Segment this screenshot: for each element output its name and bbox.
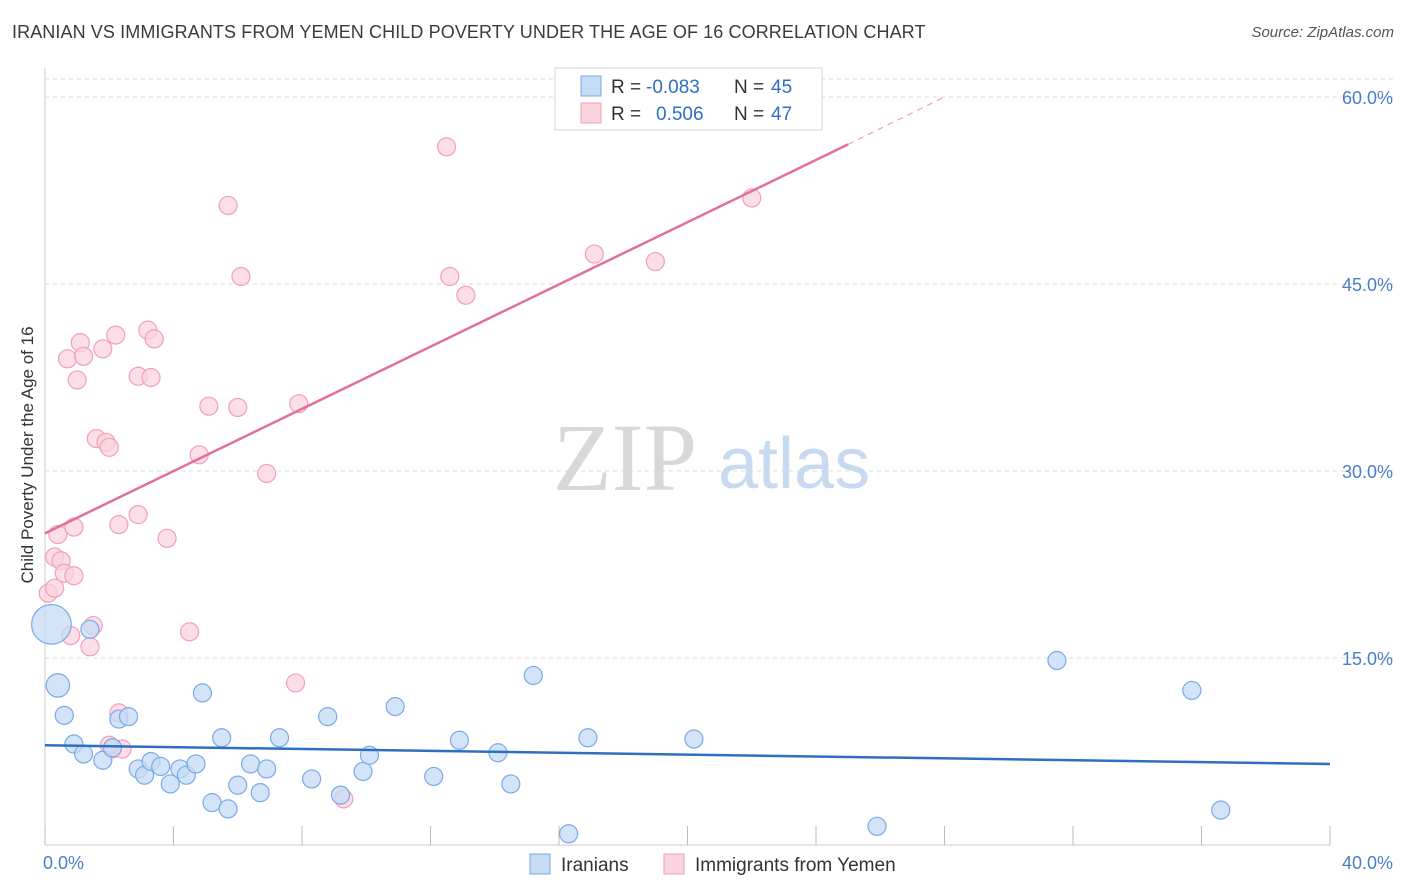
y-tick-label: 30.0%: [1342, 462, 1393, 482]
yemen-point: [64, 566, 84, 586]
yemen-point: [645, 251, 665, 272]
iranians-point: [257, 759, 277, 779]
iranians-point: [1047, 650, 1067, 671]
iranians-point: [424, 766, 444, 787]
iranians-point: [523, 665, 543, 686]
iranians-point: [54, 705, 74, 725]
iranians-point: [80, 619, 100, 639]
yemen-point: [584, 244, 604, 264]
chart-source: Source: ZipAtlas.com: [1251, 24, 1394, 41]
yemen-point: [440, 266, 460, 287]
yemen-point: [436, 137, 457, 157]
y-tick-label: 45.0%: [1342, 275, 1393, 295]
iranians-point: [192, 683, 213, 703]
iranians-point: [353, 761, 373, 782]
yemen-trend-extension: [847, 96, 945, 145]
iranians-point: [102, 738, 123, 758]
yemen-point: [141, 367, 161, 388]
iranians-point: [318, 706, 338, 727]
yemen-point: [80, 637, 100, 657]
legend-r-label-2: R =: [611, 104, 641, 125]
yemen-point: [73, 346, 94, 366]
iranians-point: [151, 756, 171, 777]
yemen-point: [67, 370, 87, 390]
bottom-legend-iranians: Iranians: [561, 855, 629, 876]
legend-swatch-yemen: [580, 102, 602, 124]
legend-n-label-2: N =: [734, 104, 764, 125]
yemen-point: [157, 528, 177, 548]
iranians-point: [1182, 680, 1202, 701]
iranians-point: [73, 744, 94, 764]
iranians-point: [385, 697, 405, 717]
iranians-point: [269, 728, 290, 748]
legend-swatch-iranians: [580, 75, 602, 97]
legend-r-value-1: -0.083: [646, 77, 700, 98]
yemen-point: [45, 578, 65, 598]
bottom-legend-swatch-yemen: [663, 853, 685, 875]
legend-n-value-2: 47: [771, 104, 792, 125]
yemen-point: [109, 515, 129, 535]
trend-lines: [44, 96, 1331, 766]
yemen-point: [128, 505, 148, 525]
yemen-point: [144, 329, 164, 349]
yemen-point: [64, 517, 84, 537]
iranians-point: [578, 728, 598, 748]
axes: 15.0% 30.0% 45.0% 60.0%: [44, 68, 1393, 846]
data-points: [31, 137, 1231, 844]
iranians-point: [118, 706, 139, 727]
iranians-point: [330, 785, 351, 805]
legend-r-value-2: 0.506: [656, 104, 704, 125]
grid-lines: [45, 78, 1393, 659]
legend-r-label-1: R =: [611, 77, 641, 98]
iranians-trend-line: [44, 744, 1331, 766]
yemen-point: [231, 266, 251, 287]
watermark-zip: ZIP: [553, 404, 697, 511]
x-tick-label-max: 40.0%: [1342, 853, 1393, 873]
iranians-point: [202, 793, 222, 813]
iranians-point: [559, 824, 579, 844]
iranians-point: [186, 754, 206, 774]
iranians-point: [160, 774, 180, 794]
iranians-point: [212, 728, 232, 748]
iranians-point: [302, 769, 322, 789]
yemen-trend-line: [44, 143, 849, 535]
iranians-point: [228, 775, 248, 795]
iranians-point: [31, 603, 72, 645]
iranians-point: [241, 754, 261, 774]
yemen-point: [456, 285, 476, 305]
iranians-point: [1211, 800, 1231, 820]
iranians-point: [250, 783, 270, 803]
iranians-point: [45, 673, 71, 698]
legend-n-label-1: N =: [734, 77, 764, 98]
iranians-point: [684, 729, 704, 749]
yemen-point: [106, 325, 126, 345]
iranians-point: [501, 774, 521, 794]
y-axis-title: Child Poverty Under the Age of 16: [18, 326, 37, 583]
iranians-point: [867, 816, 887, 836]
yemen-point: [179, 622, 200, 642]
legend-box: R = -0.083 N = 45 R = 0.506 N = 47: [554, 67, 823, 131]
bottom-legend: Iranians Immigrants from Yemen: [529, 853, 896, 876]
yemen-point: [199, 396, 219, 416]
yemen-point: [99, 437, 119, 457]
yemen-point: [257, 463, 277, 484]
yemen-point: [285, 673, 306, 693]
yemen-point: [93, 339, 113, 359]
yemen-point: [228, 397, 248, 418]
legend-n-value-1: 45: [771, 77, 792, 98]
chart-title: IRANIAN VS IMMIGRANTS FROM YEMEN CHILD P…: [12, 22, 926, 42]
yemen-point: [218, 195, 238, 216]
y-tick-label: 15.0%: [1342, 649, 1393, 669]
watermark-atlas: atlas: [718, 424, 870, 504]
x-tick-label-min: 0.0%: [43, 853, 84, 873]
yemen-point: [57, 349, 78, 369]
iranians-point: [449, 730, 470, 750]
watermark: ZIP atlas: [553, 404, 870, 511]
bottom-legend-swatch-iranians: [529, 853, 551, 875]
iranians-point: [218, 799, 238, 819]
bottom-legend-yemen: Immigrants from Yemen: [695, 855, 896, 876]
y-tick-label: 60.0%: [1342, 88, 1393, 108]
